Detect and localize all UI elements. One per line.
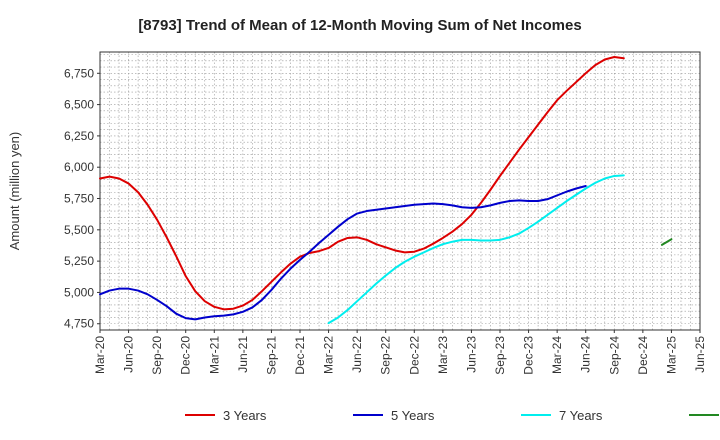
- x-tick-label: Jun-24: [579, 336, 593, 373]
- x-tick-label: Dec-22: [407, 336, 421, 375]
- plot-frame: [99, 51, 701, 331]
- x-tick-label: Jun-20: [122, 336, 136, 373]
- x-tick-label: Mar-23: [436, 336, 450, 374]
- x-tick-label: Sep-20: [150, 336, 164, 375]
- y-tick-label: 5,500: [64, 223, 94, 237]
- series-line-3-years: [99, 56, 625, 311]
- y-tick-label: 6,000: [64, 160, 94, 174]
- y-tick-label: 6,500: [64, 98, 94, 112]
- x-tick-label: Dec-23: [522, 336, 536, 375]
- plot-area: [100, 52, 700, 330]
- chart-title: [8793] Trend of Mean of 12-Month Moving …: [138, 17, 581, 34]
- legend-label: 5 Years: [391, 408, 435, 423]
- x-tick-label: Mar-21: [207, 336, 221, 374]
- x-tick-label: Mar-24: [550, 336, 564, 374]
- y-tick-label: 5,250: [64, 254, 94, 268]
- x-tick-label: Sep-23: [493, 336, 507, 375]
- x-tick-label: Dec-21: [293, 336, 307, 375]
- x-tick-label: Sep-22: [379, 336, 393, 375]
- y-tick-label: 4,750: [64, 317, 94, 331]
- x-tick-label: Mar-22: [322, 336, 336, 374]
- x-tick-label: Sep-21: [264, 336, 278, 375]
- y-tick-label: 6,250: [64, 129, 94, 143]
- y-tick-label: 5,000: [64, 285, 94, 299]
- y-tick-label: 5,750: [64, 192, 94, 206]
- x-tick-label: Jun-22: [350, 336, 364, 373]
- x-tick-label: Jun-25: [693, 336, 707, 373]
- x-tick-label: Dec-24: [636, 336, 650, 375]
- x-tick-label: Jun-23: [464, 336, 478, 373]
- x-tick-label: Mar-25: [664, 336, 678, 374]
- x-tick-label: Dec-20: [179, 336, 193, 375]
- legend-label: 7 Years: [559, 408, 603, 423]
- y-axis-label: Amount (million yen): [7, 132, 22, 251]
- x-tick-label: Sep-24: [607, 336, 621, 375]
- x-tick-label: Mar-20: [93, 336, 107, 374]
- series-line-10-years: [660, 238, 673, 246]
- y-tick-label: 6,750: [64, 66, 94, 80]
- series-line-5-years: [99, 184, 587, 321]
- x-tick-label: Jun-21: [236, 336, 250, 373]
- series-line-7-years: [327, 174, 625, 325]
- legend-label: 3 Years: [223, 408, 267, 423]
